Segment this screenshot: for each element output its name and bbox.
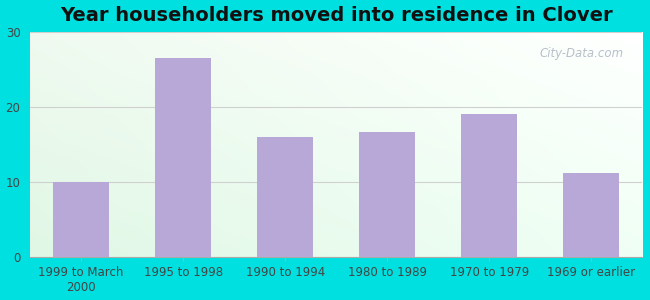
Title: Year householders moved into residence in Clover: Year householders moved into residence i… (60, 6, 612, 25)
Bar (155, 58, 211, 257)
Text: City-Data.com: City-Data.com (540, 47, 624, 61)
Bar (359, 132, 415, 257)
Bar (564, 173, 619, 257)
Bar (53, 182, 109, 257)
Bar (257, 137, 313, 257)
Bar (462, 114, 517, 257)
